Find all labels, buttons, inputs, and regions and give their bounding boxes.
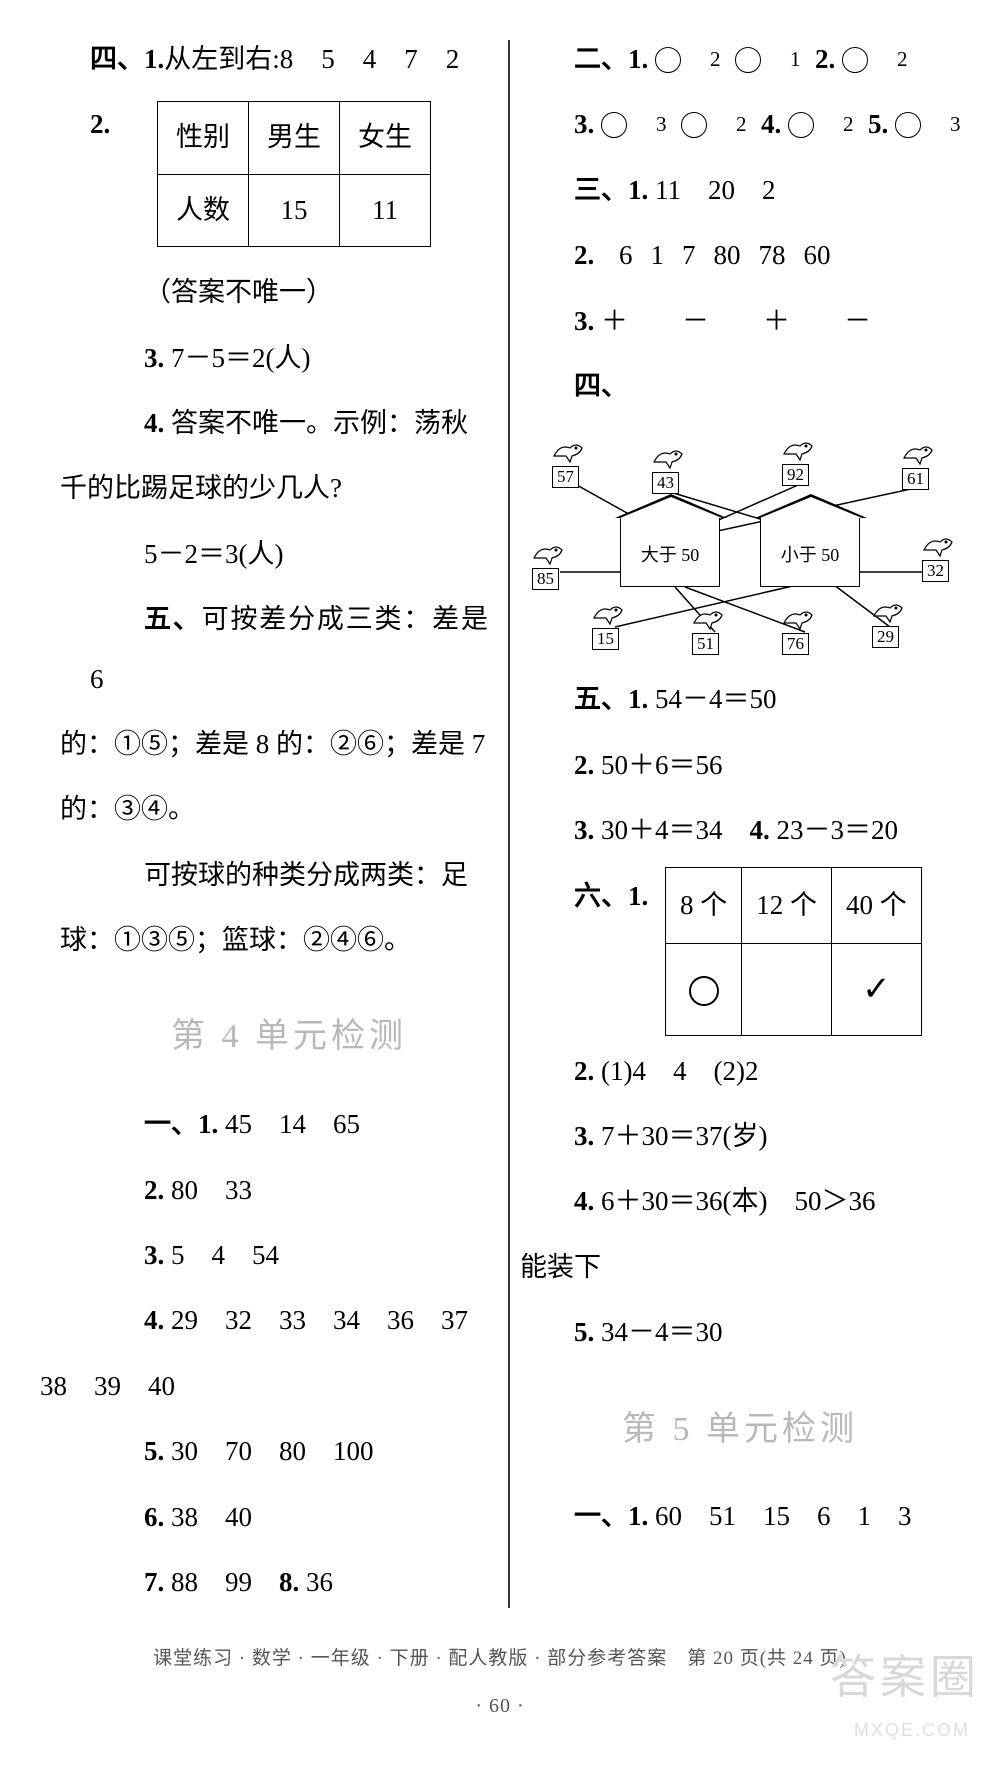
r2-1: 二、1. 2 1 2. 2 <box>520 30 960 89</box>
left-column: 四、1.从左到右:85472 2. 性别男生女生 人数1511 （答案不唯一） … <box>30 30 508 1618</box>
bird-85: 85 <box>530 562 566 592</box>
house-lt50: 小于 50 <box>760 517 860 587</box>
r6-5: 5. 34－4＝30 <box>520 1303 960 1362</box>
watermark-url: MXQE.COM <box>854 1711 970 1751</box>
r3-3: 3. ＋ － ＋ － <box>520 292 960 351</box>
bird-76: 76 <box>780 627 816 657</box>
q5a: 五、可按差分成三类：差是 6 <box>90 590 488 709</box>
bird-57: 57 <box>550 460 586 490</box>
u4-2: 2. 80 33 <box>90 1161 488 1220</box>
bird-29: 29 <box>870 620 906 650</box>
unit5-title: 第 5 单元检测 <box>520 1393 960 1468</box>
r3-2: 2. 617807860 <box>520 226 960 285</box>
r6-2: 2. (1)4 4 (2)2 <box>520 1042 960 1101</box>
q4-3: 3. 7－5＝2(人) <box>90 329 488 388</box>
house-gt50: 大于 50 <box>620 517 720 587</box>
r6-3: 3. 7＋30＝37(岁) <box>520 1107 960 1166</box>
q4-4c: 5－2＝3(人) <box>90 525 488 584</box>
r3-1: 三、1. 11 20 2 <box>520 161 960 220</box>
unit4-title: 第 4 单元检测 <box>90 1000 488 1075</box>
r6-4: 4. 6＋30＝36(本) 50＞36 <box>520 1172 960 1231</box>
q5d: 可按球的种类分成两类：足 <box>90 846 488 905</box>
note: （答案不唯一） <box>90 263 488 322</box>
u4-4b: 38 39 40 <box>40 1357 488 1416</box>
u4-5: 5. 30 70 80 100 <box>90 1422 488 1481</box>
bird-house-diagram: 大于 50 小于 50 57 43 92 61 85 32 15 51 76 29 <box>520 422 960 662</box>
r6: 六、1. 8 个12 个40 个 ✓ <box>520 867 960 1036</box>
page-number: · 60 · <box>0 1684 1000 1728</box>
check-icon: ✓ <box>862 970 891 1008</box>
q4-4b: 千的比踢足球的少几人? <box>60 459 488 518</box>
u4-7: 7. 88 99 8. 36 <box>90 1553 488 1612</box>
r4-label: 四、 <box>520 357 960 416</box>
q5c: 的：③④。 <box>60 780 488 839</box>
q4-1: 四、1.从左到右:85472 <box>90 30 488 89</box>
footer: 课堂练习 · 数学 · 一年级 · 下册 · 配人教版 · 部分参考答案 第 2… <box>0 1638 1000 1680</box>
u4-3: 3. 5 4 54 <box>90 1226 488 1285</box>
r2-2: 3. 3 2 4. 2 5. 3 <box>520 95 960 154</box>
r5-2: 2. 50＋6＝56 <box>520 736 960 795</box>
r5-1: 五、1. 54－4＝50 <box>520 670 960 729</box>
q5e: 球：①③⑤；篮球：②④⑥。 <box>60 911 488 970</box>
bird-43: 43 <box>650 466 686 496</box>
q5b: 的：①⑤；差是 8 的：②⑥；差是 7 <box>60 715 488 774</box>
bird-32: 32 <box>920 554 956 584</box>
right-column: 二、1. 2 1 2. 2 3. 3 2 4. 2 5. 3 三、1. 11 2… <box>510 30 960 1618</box>
r6-4b: 能装下 <box>520 1238 960 1297</box>
bird-92: 92 <box>780 458 816 488</box>
r5-3: 3. 30＋4＝34 4. 23－3＝20 <box>520 801 960 860</box>
gender-table: 性别男生女生 人数1511 <box>157 101 431 247</box>
bird-61: 61 <box>900 462 936 492</box>
circle-icon <box>689 976 719 1006</box>
q4-2: 2. 性别男生女生 人数1511 <box>90 95 488 257</box>
six-table: 8 个12 个40 个 ✓ <box>665 867 922 1036</box>
u5-1: 一、1. 60 51 15 6 1 3 <box>520 1487 960 1546</box>
u4-6: 6. 38 40 <box>90 1488 488 1547</box>
u4-1: 一、1. 45 14 65 <box>90 1095 488 1154</box>
q4-4a: 4. 答案不唯一。示例：荡秋 <box>90 394 488 453</box>
bird-15: 15 <box>590 622 626 652</box>
u4-4: 4. 29 32 33 34 36 37 <box>90 1291 488 1350</box>
bird-51: 51 <box>690 627 726 657</box>
